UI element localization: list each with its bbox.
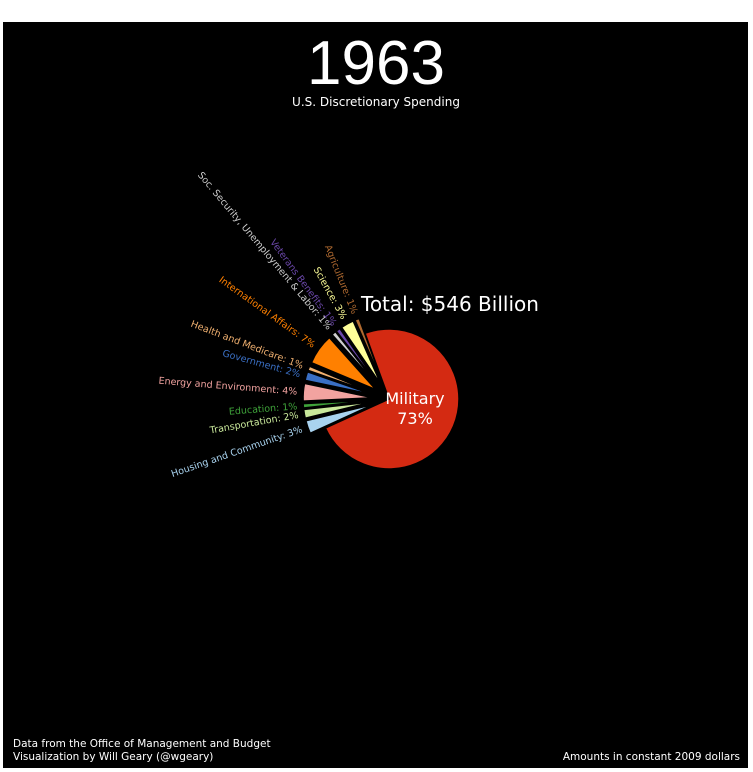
total-label: Total: $546 Billion — [360, 292, 539, 316]
pie-slice — [304, 370, 374, 396]
value-label: 1% — [287, 356, 305, 372]
value-label: 1% — [344, 298, 360, 316]
value-label: 73% — [397, 409, 433, 428]
value-label: 2% — [283, 410, 300, 423]
slice-label: Education: 1% — [228, 401, 297, 417]
pie-slice — [302, 401, 374, 420]
chart-subtitle: U.S. Discretionary Spending — [292, 95, 460, 109]
chart-title: 1963 — [307, 29, 445, 98]
pie-slice — [354, 317, 384, 385]
pie-slice — [302, 382, 374, 402]
pie-slice — [335, 327, 381, 387]
pie-slice — [324, 328, 460, 470]
pie-slice — [340, 319, 382, 386]
pie-slice — [302, 399, 374, 409]
background — [3, 22, 748, 768]
value-label: 3% — [286, 424, 304, 439]
value-label: 4% — [282, 385, 298, 397]
pie-slice — [306, 365, 375, 394]
note: Visualization by Will Geary (@wgeary) — [13, 751, 213, 763]
pie-slice — [304, 403, 375, 435]
value-label: 1% — [282, 401, 298, 413]
category-label: Education: — [228, 402, 279, 417]
pie-slice — [310, 336, 377, 391]
note: Data from the Office of Management and B… — [13, 738, 271, 750]
pie-slice — [330, 330, 380, 388]
value-label: 2% — [284, 365, 301, 380]
slice-label: Military — [385, 389, 444, 408]
note: Amounts in constant 2009 dollars — [563, 751, 740, 763]
